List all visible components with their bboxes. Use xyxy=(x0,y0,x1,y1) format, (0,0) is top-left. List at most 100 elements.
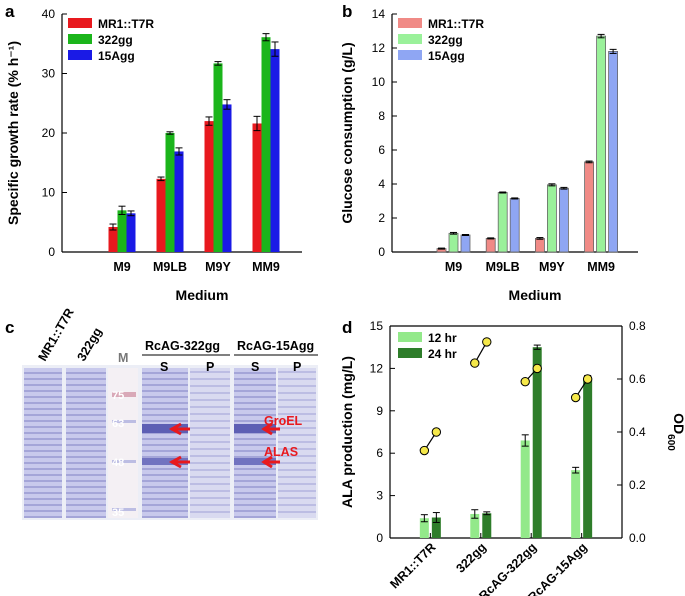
chart-a-growth-rate: 0 10 20 30 40 M9 M9LB M9Y MM9 Specific growth rat… xyxy=(5,7,302,303)
y-tick-label: 0 xyxy=(378,245,385,259)
bar-mr1-t7r xyxy=(485,237,496,253)
sds-page-gel: MR1::T7R 322gg M RcAG-322gg RcAG-15Agg S… xyxy=(22,306,318,520)
x-tick-label: M9LB xyxy=(153,260,187,274)
y-tick-label: 10 xyxy=(42,186,56,200)
x-tick-label: 322gg xyxy=(453,540,488,575)
legend-label: MR1::T7R xyxy=(428,17,484,31)
arrow-groel-322gg xyxy=(168,422,190,436)
y-tick-label: 6 xyxy=(378,143,385,157)
marker-band-35 xyxy=(112,508,136,511)
y-tick-label: 40 xyxy=(42,7,56,21)
y-tick-label: 20 xyxy=(42,126,56,140)
x-tick-label: M9 xyxy=(113,260,130,274)
bar-24-hr xyxy=(482,513,492,538)
marker-band-63 xyxy=(112,420,136,423)
groel-band-15agg xyxy=(234,424,276,433)
bar-322gg xyxy=(497,192,508,253)
y2-tick-label: 0.8 xyxy=(629,319,646,333)
gel-lane-label-mr1: MR1::T7R xyxy=(35,306,76,364)
bar-322gg xyxy=(165,133,175,252)
bar-322gg xyxy=(261,37,271,252)
gel-group-label-15agg: RcAG-15Agg xyxy=(237,339,314,353)
y-tick-label: 0 xyxy=(376,531,383,545)
y-tick-label: 8 xyxy=(378,109,385,123)
legend-swatch xyxy=(398,50,422,60)
y-tick-label: 12 xyxy=(372,41,386,55)
legend-label: MR1::T7R xyxy=(98,17,154,31)
legend-label: 322gg xyxy=(428,33,463,47)
legend-label: 15Agg xyxy=(428,49,465,63)
bar-mr1-t7r xyxy=(535,237,545,253)
gel-lane-322gg-s xyxy=(142,368,188,518)
bar-15agg xyxy=(509,198,520,253)
y-axis-label: Specific growth rate (% h⁻¹) xyxy=(5,41,21,225)
y-tick-label: 9 xyxy=(376,404,383,418)
od600-point-12hr xyxy=(470,358,480,368)
gel-sub-p-322gg: P xyxy=(206,360,214,374)
legend-swatch xyxy=(398,332,422,342)
y-tick-label: 15 xyxy=(370,319,384,333)
alas-band-15agg xyxy=(234,458,276,465)
od600-point-24hr xyxy=(482,337,492,347)
y-axis-label: ALA production (mg/L) xyxy=(339,356,355,508)
od600-point-24hr xyxy=(431,427,442,437)
marker-label-75: 75 xyxy=(112,390,124,402)
gel-sub-p-15agg: P xyxy=(293,360,301,374)
gel-lane-mr1 xyxy=(24,368,62,518)
y-tick-label: 2 xyxy=(378,211,385,225)
x-tick-label: M9 xyxy=(445,260,462,274)
groel-band-322gg xyxy=(142,424,188,433)
y2-tick-label: 0.2 xyxy=(629,478,646,492)
arrow-alas-322gg xyxy=(168,455,190,469)
bar-322gg xyxy=(547,184,557,253)
panel-label-c: c xyxy=(5,318,14,337)
legend-label: 15Agg xyxy=(98,49,135,63)
od600-point-24hr xyxy=(582,374,593,384)
y2-axis-label-subscript: 600 xyxy=(666,434,677,451)
bar-12-hr xyxy=(571,470,581,538)
bar-15agg xyxy=(608,51,618,253)
marker-band-75 xyxy=(112,392,136,397)
y-tick-label: 6 xyxy=(376,446,383,460)
bar-12-hr xyxy=(470,513,480,538)
bar-12-hr xyxy=(419,518,429,538)
y-tick-label: 30 xyxy=(42,67,56,81)
gel-lane-label-322gg: 322gg xyxy=(74,325,104,363)
y-tick-label: 4 xyxy=(378,177,385,191)
marker-label-48: 48 xyxy=(112,457,124,469)
x-axis-label: Medium xyxy=(509,287,562,303)
bar-15agg xyxy=(270,49,280,253)
legend-swatch xyxy=(68,50,92,60)
bar-24-hr xyxy=(583,378,593,538)
bar-322gg xyxy=(596,35,606,253)
bar-15agg xyxy=(222,104,232,252)
bar-mr1-t7r xyxy=(108,227,118,252)
bar-322gg xyxy=(448,232,459,253)
y-tick-label: 3 xyxy=(376,489,383,503)
od600-point-24hr xyxy=(532,363,542,374)
y-tick-label: 12 xyxy=(370,361,384,375)
x-tick-label: MM9 xyxy=(587,260,615,274)
y2-tick-label: 0.0 xyxy=(629,531,646,545)
bar-24-hr xyxy=(431,517,441,538)
bar-mr1-t7r xyxy=(252,123,262,252)
marker-label-63: 63 xyxy=(112,418,124,430)
legend-swatch xyxy=(398,18,422,28)
bar-15agg xyxy=(174,151,184,252)
x-tick-label: MR1::T7R xyxy=(387,540,438,591)
gel-lane-15agg-p xyxy=(278,368,316,518)
y-tick-label: 10 xyxy=(372,75,386,89)
arrow-alas-15agg xyxy=(261,455,280,469)
panel-label-a: a xyxy=(5,2,15,21)
legend-swatch xyxy=(68,34,92,44)
chart-b-glucose: 0 2 4 6 8 10 12 14 M9 M9LB M9Y MM9 Glucose consumpti… xyxy=(339,7,638,303)
bar-mr1-t7r xyxy=(204,121,214,252)
bar-15agg xyxy=(559,187,569,253)
x-tick-label: MM9 xyxy=(252,260,280,274)
legend-label: 24 hr xyxy=(428,347,457,361)
y-tick-label: 14 xyxy=(372,7,386,21)
gel-sub-s-322gg: S xyxy=(160,360,168,374)
od600-point-12hr xyxy=(419,445,430,456)
alas-annotation: ALAS xyxy=(264,445,298,459)
